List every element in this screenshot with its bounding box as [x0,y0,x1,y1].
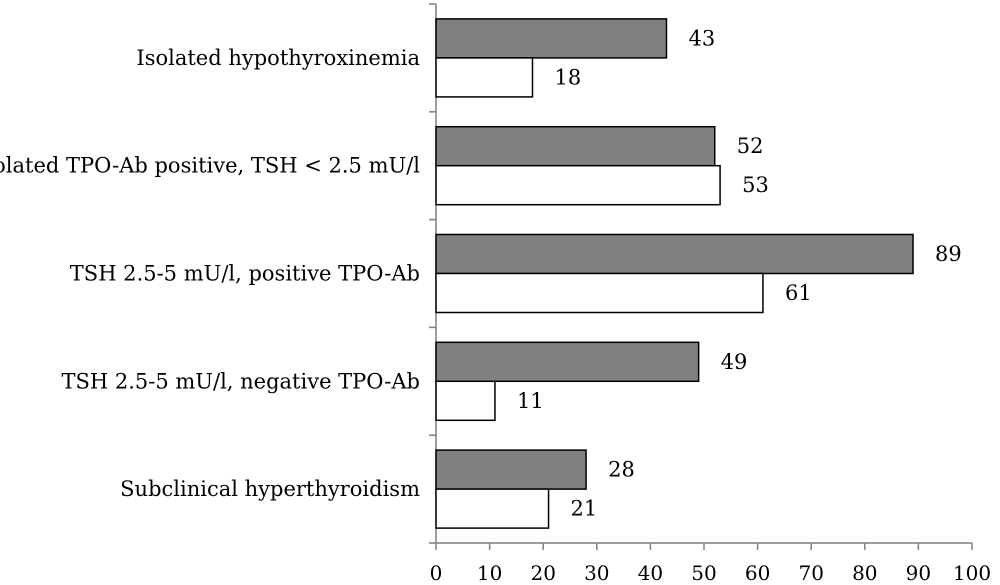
x-tick-label: 40 [638,561,663,585]
bar-value-label: 49 [721,350,748,374]
category-label: TSH 2.5-5 mU/l, positive TPO-Ab [70,262,420,286]
x-tick-label: 20 [530,561,555,585]
category-label: Isolated TPO-Ab positive, TSH < 2.5 mU/l [0,154,420,178]
bar-value-label: 28 [608,458,635,482]
x-tick-label: 50 [691,561,716,585]
x-axis-ticks: 0 10 20 30 40 50 60 70 80 90 100 [430,543,991,585]
bar-value-label: 53 [742,173,769,197]
x-tick-label: 90 [906,561,931,585]
x-tick-label: 10 [477,561,502,585]
bar-value-label: 89 [935,242,962,266]
x-tick-label: 100 [953,561,991,585]
bar-series-1 [435,18,668,59]
bar-series-2 [435,488,550,529]
bar-value-label: 18 [554,65,581,89]
bar-series-2 [435,272,764,314]
bar-series-2 [435,380,496,422]
bar-series-2 [435,164,721,206]
category-label: Subclinical hyperthyroidism [120,477,420,501]
bar-series-1 [435,233,914,275]
bar-value-label: 52 [737,134,764,158]
x-tick-label: 60 [745,561,770,585]
bar-series-1 [435,449,587,490]
bars [435,18,914,529]
category-label: TSH 2.5-5 mU/l, negative TPO-Ab [61,369,420,393]
bar-value-label: 43 [688,26,715,50]
bar-series-1 [435,125,716,167]
x-tick-label: 0 [430,561,443,585]
bar-value-label: 61 [785,281,812,305]
bar-value-label: 21 [571,497,598,521]
value-labels: 43 18 52 53 89 61 49 11 28 21 [517,26,962,520]
bar-series-2 [435,57,534,98]
y-axis-ticks [429,3,436,544]
bar-value-label: 11 [517,389,544,413]
category-label: Isolated hypothyroxinemia [136,46,420,70]
bar-series-1 [435,341,700,383]
x-tick-label: 30 [584,561,609,585]
x-tick-label: 80 [852,561,877,585]
category-labels: Isolated hypothyroxinemia Isolated TPO-Ab… [0,46,420,501]
x-tick-label: 70 [798,561,823,585]
